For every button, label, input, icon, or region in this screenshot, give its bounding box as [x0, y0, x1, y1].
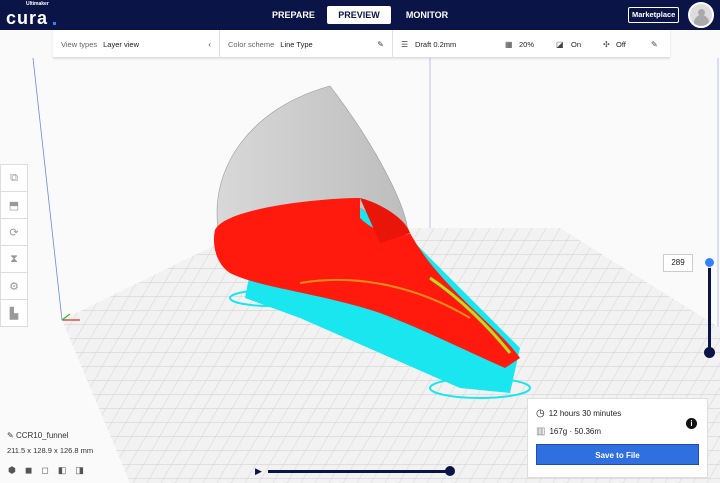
- material-usage: 167g · 50.36m: [549, 427, 602, 436]
- marketplace-button[interactable]: Marketplace: [628, 7, 680, 23]
- view-types-value: Layer view: [103, 39, 139, 49]
- adhesion-value: Off: [616, 39, 626, 49]
- layer-slider-track[interactable]: [708, 262, 711, 352]
- pencil-icon[interactable]: ✎: [7, 431, 14, 440]
- build-volume-edge: [32, 58, 63, 321]
- layer-slider-top-handle[interactable]: [704, 257, 715, 268]
- object-name-text: CCR10_funnel: [15, 431, 69, 440]
- color-scheme-selector[interactable]: Color scheme Line Type ✎: [220, 30, 393, 58]
- logo-small-text: Ultimaker: [26, 1, 49, 7]
- print-settings-selector[interactable]: ☰ Draft 0.2mm ▦ 20% ◪ On ✣ Off ✎: [393, 30, 670, 58]
- infill-value: 20%: [519, 39, 535, 49]
- profile-value: Draft 0.2mm: [415, 39, 457, 49]
- support-blocker-icon[interactable]: ▙: [0, 299, 28, 327]
- cura-logo: Ultimaker cura: [6, 0, 66, 30]
- profile-icon: ☰: [401, 39, 409, 49]
- print-time: 12 hours 30 minutes: [548, 409, 622, 418]
- left-toolbar: ⧉ ⬒ ⟳ ⧗ ⚙ ▙: [0, 164, 28, 327]
- view-types-selector[interactable]: View types Layer view ‹: [53, 30, 220, 58]
- layer-slider-bottom-handle[interactable]: [704, 347, 715, 358]
- color-scheme-label: Color scheme: [228, 39, 275, 49]
- info-icon[interactable]: i: [686, 418, 697, 429]
- color-scheme-value: Line Type: [280, 39, 313, 49]
- support-value: On: [571, 39, 582, 49]
- spool-icon: ▥: [536, 426, 546, 437]
- logo-text: cura: [6, 8, 49, 28]
- clock-icon: ◷: [536, 408, 545, 419]
- tab-preview[interactable]: PREVIEW: [327, 6, 391, 24]
- support-icon: ◪: [556, 39, 564, 49]
- play-icon[interactable]: ▶: [255, 466, 262, 476]
- view-toolbar: View types Layer view ‹ Color scheme Lin…: [53, 30, 670, 58]
- pencil-icon[interactable]: ✎: [377, 39, 384, 49]
- rotate-icon[interactable]: ⟳: [0, 218, 28, 246]
- gray-dome: [216, 85, 409, 239]
- path-slider-handle[interactable]: [445, 466, 455, 476]
- view-types-label: View types: [61, 39, 98, 49]
- 3d-view-icon[interactable]: ⬢: [8, 465, 16, 475]
- avatar[interactable]: [688, 2, 714, 28]
- right-view-icon[interactable]: ◨: [75, 465, 84, 475]
- object-name[interactable]: ✎ CCR10_funnel: [7, 431, 68, 441]
- pencil-icon[interactable]: ✎: [651, 39, 658, 49]
- front-view-icon[interactable]: ◼: [24, 465, 33, 475]
- layer-number-input[interactable]: 289: [663, 254, 693, 272]
- camera-views: ⬢ ◼ ◻ ◧ ◨: [8, 465, 84, 476]
- print-info-panel: ◷ 12 hours 30 minutes ▥ 167g · 50.36m i Sa…: [527, 398, 708, 478]
- object-dimensions: 211.5 x 128.9 x 126.8 mm: [7, 446, 94, 455]
- sliced-model: [213, 85, 531, 399]
- tab-monitor[interactable]: MONITOR: [405, 10, 449, 20]
- red-walls: [213, 198, 520, 368]
- mirror-icon[interactable]: ⧗: [0, 245, 28, 273]
- top-view-icon[interactable]: ◻: [41, 465, 49, 475]
- save-to-file-button[interactable]: Save to File: [536, 444, 699, 465]
- header: Ultimaker cura PREPARE PREVIEW MONITOR Ma…: [0, 0, 720, 30]
- move-icon[interactable]: ⧉: [0, 164, 28, 192]
- left-view-icon[interactable]: ◧: [57, 465, 67, 475]
- scale-icon[interactable]: ⬒: [0, 191, 28, 219]
- per-model-settings-icon[interactable]: ⚙: [0, 272, 28, 300]
- tab-prepare[interactable]: PREPARE: [272, 10, 315, 20]
- path-slider-track[interactable]: [268, 470, 450, 473]
- adhesion-icon: ✣: [603, 39, 610, 49]
- infill-icon: ▦: [505, 39, 513, 49]
- chevron-left-icon[interactable]: ‹: [208, 39, 211, 49]
